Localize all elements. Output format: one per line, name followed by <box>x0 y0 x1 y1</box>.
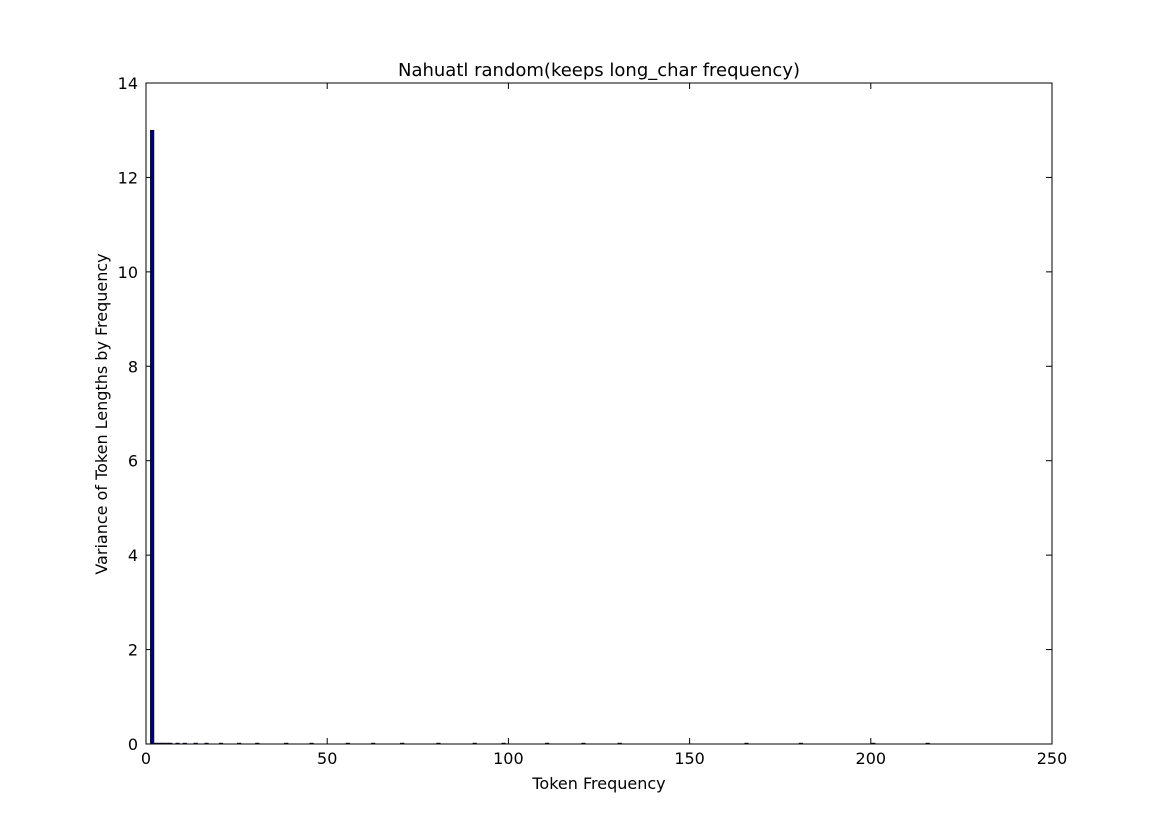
y-axis-label: Variance of Token Lengths by Frequency <box>92 253 111 574</box>
chart-title: Nahuatl random(keeps long_char frequency… <box>398 60 800 81</box>
y-tick-label: 14 <box>118 74 138 93</box>
bars-group <box>150 129 930 745</box>
y-tick-label: 12 <box>118 168 138 187</box>
x-tick-label: 50 <box>317 749 337 768</box>
x-tick-label: 150 <box>674 749 705 768</box>
bar-0 <box>150 129 155 745</box>
y-tick-label: 0 <box>128 735 138 754</box>
plot-frame <box>145 82 1053 745</box>
ticks-group: 0 50 100 150 200 250 0 2 4 6 8 10 12 14 <box>118 74 1068 768</box>
y-tick-label: 4 <box>128 546 138 565</box>
y-tick-label: 8 <box>128 357 138 376</box>
x-tick-label: 250 <box>1037 749 1068 768</box>
x-axis-label: Token Frequency <box>531 774 665 793</box>
x-tick-label: 0 <box>141 749 151 768</box>
y-tick-label: 10 <box>118 263 138 282</box>
x-tick-label: 100 <box>493 749 524 768</box>
y-tick-label: 2 <box>128 641 138 660</box>
x-tick-label: 200 <box>856 749 887 768</box>
y-tick-label: 6 <box>128 452 138 471</box>
